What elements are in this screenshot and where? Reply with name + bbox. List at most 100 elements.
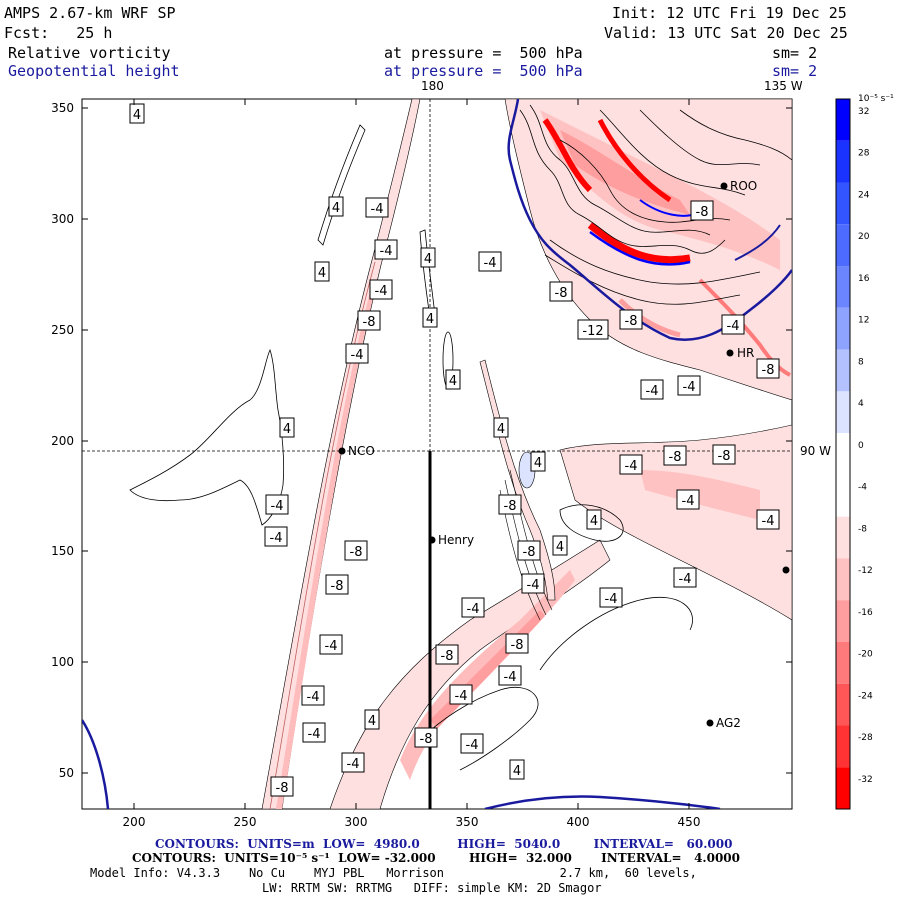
contour-label: -4 <box>369 279 393 300</box>
contour-label: -4 <box>319 634 343 655</box>
svg-text:-4: -4 <box>271 499 284 514</box>
svg-text:-4: -4 <box>679 572 692 587</box>
contour-label: -8 <box>498 494 522 515</box>
contour-label: -4 <box>301 685 325 706</box>
contour-label: 4 <box>364 709 380 730</box>
contour-label: -12 <box>577 319 609 340</box>
contour-label: 4 <box>420 247 436 268</box>
x-tick-label: 450 <box>678 815 701 829</box>
x-tick-label: 200 <box>123 815 146 829</box>
svg-text:4: 4 <box>426 312 434 327</box>
x-tick-label: 400 <box>567 815 590 829</box>
svg-text:4: 4 <box>497 422 505 437</box>
lon-label-135w: 135 W <box>764 79 803 93</box>
svg-text:4: 4 <box>133 108 141 123</box>
contour-label: -8 <box>270 776 294 797</box>
svg-text:-8: -8 <box>276 781 289 796</box>
colorbar-label: -24 <box>858 691 873 701</box>
svg-text:-4: -4 <box>484 256 497 271</box>
contour-label: -4 <box>677 375 701 396</box>
svg-text:4: 4 <box>318 266 326 281</box>
y-tick-label: 200 <box>51 434 74 448</box>
svg-text:-8: -8 <box>669 450 682 465</box>
svg-text:-4: -4 <box>375 284 388 299</box>
colorbar-swatch <box>836 725 850 768</box>
colorbar-label: -32 <box>858 775 873 785</box>
colorbar-swatch <box>836 266 850 308</box>
y-tick-label: 350 <box>51 101 74 115</box>
y-tick-label: 150 <box>51 544 74 558</box>
svg-text:-4: -4 <box>727 319 740 334</box>
colorbar-label: 24 <box>858 190 870 200</box>
colorbar-swatch <box>836 307 850 350</box>
contour-label: -4 <box>498 665 522 686</box>
colorbar-swatch <box>836 391 850 434</box>
svg-text:-4: -4 <box>625 459 638 474</box>
svg-text:4: 4 <box>534 456 542 471</box>
contour-label: -4 <box>341 752 365 773</box>
svg-text:-8: -8 <box>511 638 524 653</box>
field2-name: Geopotential height <box>8 62 180 80</box>
svg-text:-4: -4 <box>467 602 480 617</box>
svg-text:-4: -4 <box>380 244 393 259</box>
svg-text:-4: -4 <box>762 514 775 529</box>
contour-label: -4 <box>521 573 545 594</box>
svg-text:-8: -8 <box>696 205 709 220</box>
contour-label: -4 <box>676 489 700 510</box>
y-tick-label: 50 <box>59 766 74 780</box>
field2-level: at pressure = 500 hPa <box>384 62 583 80</box>
colorbar-label: -8 <box>858 524 867 534</box>
vorticity-area-east <box>559 424 792 621</box>
contour-label: 4 <box>530 451 546 472</box>
contour-label: -4 <box>478 251 502 272</box>
svg-text:-4: -4 <box>682 494 695 509</box>
svg-text:-8: -8 <box>331 579 344 594</box>
colorbar-swatch <box>836 182 850 225</box>
colorbar-swatch <box>836 767 850 809</box>
svg-text:-4: -4 <box>504 670 517 685</box>
station-label-nco: NCO <box>348 444 375 458</box>
station-label-hr: HR <box>737 346 754 360</box>
colorbar-swatch <box>836 474 850 517</box>
height-contour-southwest <box>82 719 110 809</box>
svg-text:-4: -4 <box>307 690 320 705</box>
svg-text:4: 4 <box>368 714 376 729</box>
contour-label: -4 <box>374 239 398 260</box>
colorbar-label: 32 <box>858 107 869 117</box>
height-contour-south <box>484 795 721 809</box>
svg-text:4: 4 <box>556 540 564 555</box>
contour-labels: 4 4 -4 4 -4 4 -4 -8 -4 4 4 4 4 4 -4 -4 -8 -8 -4 -4 -4 -8 4 -4 -8… <box>129 103 780 797</box>
svg-text:-4: -4 <box>351 348 364 363</box>
svg-text:-12: -12 <box>582 324 603 339</box>
station-label-roo: ROO <box>730 179 757 193</box>
contour-label: -8 <box>619 309 643 330</box>
contour-label: -8 <box>712 444 736 465</box>
contour-label: -8 <box>549 281 573 302</box>
colorbar-label: 20 <box>858 232 870 242</box>
svg-text:4: 4 <box>424 252 432 267</box>
x-axis: 200 250 300 350 400 450 <box>123 99 701 829</box>
footer-vorticity-contours: CONTOURS: UNITS=10⁻⁵ s⁻¹ LOW= -32.000 HI… <box>132 851 740 865</box>
contour-label: 4 <box>129 103 145 124</box>
colorbar-label: -4 <box>858 483 867 493</box>
station-dot-roo <box>720 182 728 190</box>
colorbar-label: 4 <box>858 399 864 409</box>
colorbar-label: 12 <box>858 316 869 326</box>
colorbar-label: 0 <box>858 441 864 451</box>
contour-label: -8 <box>690 200 714 221</box>
colorbar-label: -16 <box>858 608 873 618</box>
contour-label: 4 <box>314 261 330 282</box>
contour-label: -4 <box>619 454 643 475</box>
svg-text:-8: -8 <box>420 732 433 747</box>
height-contour-north <box>507 99 792 341</box>
svg-text:-4: -4 <box>455 689 468 704</box>
station-dot-edge <box>782 566 790 574</box>
svg-text:4: 4 <box>283 422 291 437</box>
contour-label: 4 <box>493 417 509 438</box>
contour-label: -4 <box>673 567 697 588</box>
svg-text:-8: -8 <box>523 545 536 560</box>
contour-label: -4 <box>460 733 484 754</box>
contour-label: -8 <box>414 727 438 748</box>
y-tick-label: 250 <box>51 323 74 337</box>
